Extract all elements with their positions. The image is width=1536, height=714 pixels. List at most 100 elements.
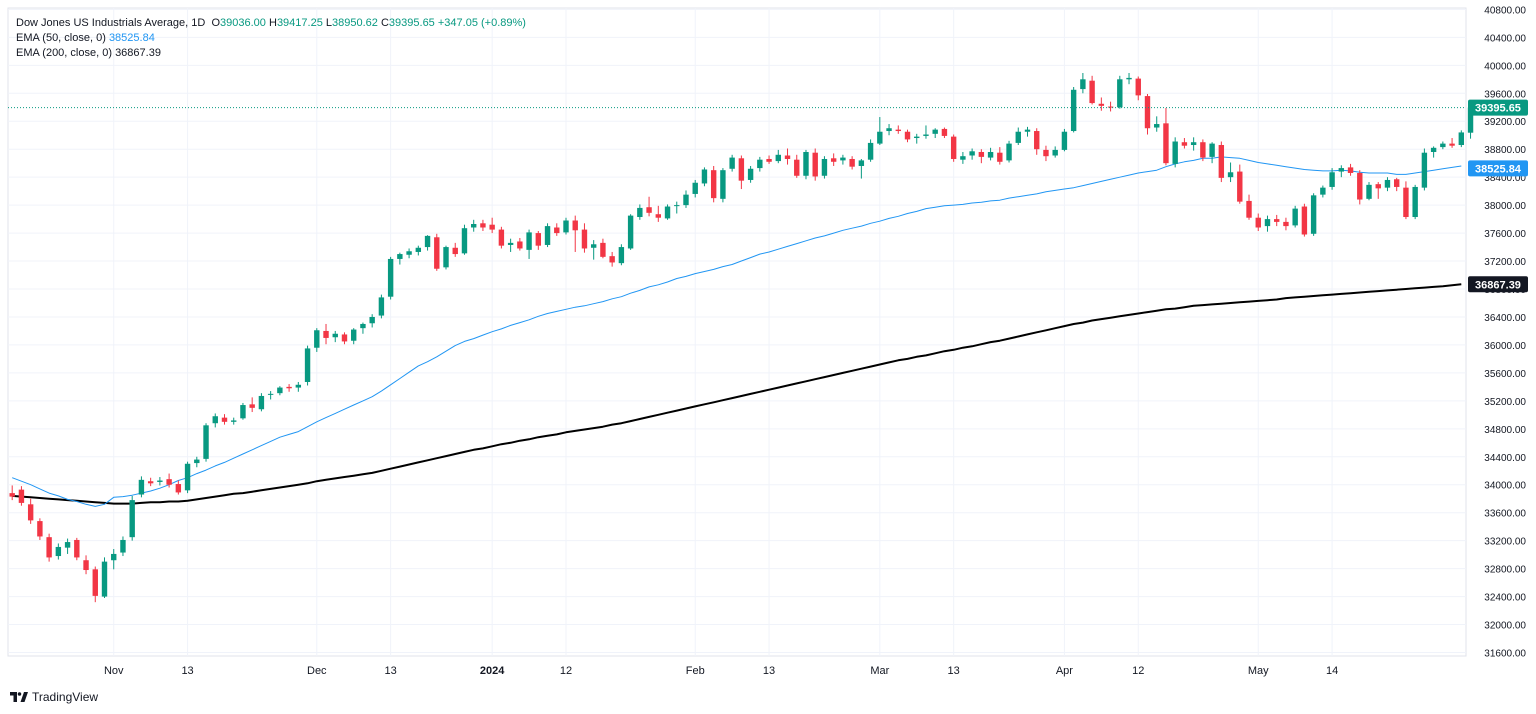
- tradingview-brand[interactable]: TradingView: [10, 690, 98, 704]
- candle-body: [969, 151, 975, 156]
- candle-body: [609, 256, 615, 263]
- candle-body: [461, 228, 468, 254]
- x-tick-label: 2024: [480, 665, 505, 677]
- candle-body: [1366, 184, 1372, 199]
- x-tick-label: 13: [763, 665, 775, 677]
- last-price-label: 39395.65: [1475, 103, 1521, 115]
- candle: [1292, 205, 1298, 228]
- candle-body: [590, 244, 597, 248]
- candle-body: [471, 224, 477, 228]
- candle: [507, 238, 514, 252]
- candle-body: [1190, 142, 1197, 146]
- y-tick-label: 38000.00: [1484, 201, 1526, 212]
- y-tick-label: 35200.00: [1484, 397, 1526, 408]
- x-axis[interactable]: Nov 13 Dec 13 2024 12 Feb 13 Mar 13 Apr 12 May 14: [104, 665, 1338, 677]
- legend-change: +347.05 (+0.89%): [437, 17, 526, 29]
- ema200-price-label: 36867.39: [1475, 279, 1521, 291]
- candle: [960, 152, 966, 164]
- candle: [1347, 163, 1354, 176]
- candle-body: [794, 159, 800, 176]
- candle-body: [1329, 172, 1335, 187]
- legend-high: 39417.25: [276, 17, 323, 29]
- candle-body: [720, 170, 726, 199]
- candle: [27, 498, 34, 524]
- candle-body: [249, 404, 255, 408]
- legend-low: 38950.62: [332, 17, 378, 29]
- candle: [914, 133, 920, 144]
- candle: [1338, 165, 1345, 178]
- candle: [434, 233, 440, 271]
- legend-close: 39395.65: [388, 17, 435, 29]
- candle-body: [1070, 89, 1077, 132]
- legend-ema200-row[interactable]: EMA (200, close, 0) 36867.39: [16, 46, 526, 61]
- candle-body: [1394, 179, 1400, 187]
- candle: [554, 223, 560, 236]
- candle: [1301, 203, 1308, 237]
- candle: [526, 229, 532, 259]
- candle-body: [683, 194, 689, 206]
- candle-body: [655, 214, 661, 218]
- candle-body: [1163, 123, 1169, 164]
- candle: [987, 147, 994, 161]
- candle: [184, 461, 191, 494]
- candle: [277, 386, 283, 396]
- candle-body: [194, 459, 200, 464]
- candle: [314, 328, 320, 352]
- y-tick-label: 39600.00: [1484, 89, 1526, 100]
- candle: [480, 219, 486, 231]
- candle-body: [738, 158, 745, 181]
- ema200-path: [12, 283, 1462, 505]
- candle: [701, 167, 708, 187]
- candle: [1024, 126, 1031, 137]
- candle-body: [138, 479, 145, 495]
- y-axis[interactable]: 31600.00 32000.00 32400.00 32800.00 33200.00…: [1484, 5, 1526, 659]
- candle: [101, 557, 108, 598]
- candle-body: [240, 405, 246, 419]
- candle: [360, 322, 366, 334]
- candle-body: [1449, 143, 1455, 146]
- candle: [1163, 107, 1169, 166]
- candle: [120, 536, 126, 557]
- candle-body: [978, 152, 985, 157]
- candle-body: [1292, 208, 1298, 226]
- candle-body: [812, 152, 818, 177]
- legend-ema50-row[interactable]: EMA (50, close, 0) 38525.84: [16, 31, 526, 46]
- candle-body: [507, 242, 514, 245]
- candle: [1430, 146, 1437, 158]
- candle: [1135, 76, 1141, 101]
- candle: [563, 217, 569, 235]
- candle-body: [1264, 219, 1271, 227]
- candle-body: [166, 479, 172, 485]
- candle: [590, 240, 597, 260]
- candle: [1237, 164, 1243, 204]
- candle: [581, 223, 588, 253]
- x-tick-label: 12: [560, 665, 572, 677]
- candle-body: [1274, 219, 1280, 222]
- candle-body: [1061, 131, 1068, 150]
- ema200-price-label-bg: [1468, 276, 1528, 293]
- candle: [794, 154, 800, 178]
- candle-body: [1107, 106, 1114, 108]
- candle-body: [1283, 221, 1289, 227]
- candle: [1200, 139, 1206, 162]
- candle: [517, 237, 523, 251]
- x-tick-label: 12: [1132, 665, 1144, 677]
- candle-body: [101, 561, 108, 597]
- candle: [1117, 75, 1123, 109]
- candle: [978, 149, 985, 164]
- candle: [1172, 137, 1178, 168]
- candle: [1034, 128, 1040, 155]
- plot-frame: [7, 7, 1467, 657]
- candle-body: [157, 480, 163, 482]
- candle-body: [1034, 131, 1040, 150]
- candle-body: [775, 154, 781, 162]
- candle: [157, 477, 163, 486]
- candle: [1190, 137, 1197, 151]
- axis-price-labels: 39395.65 38525.84 36867.39: [1468, 99, 1528, 293]
- candle: [295, 381, 302, 392]
- candle-body: [535, 233, 542, 246]
- candle: [286, 384, 292, 392]
- candle-body: [1357, 172, 1363, 200]
- candle: [664, 204, 671, 220]
